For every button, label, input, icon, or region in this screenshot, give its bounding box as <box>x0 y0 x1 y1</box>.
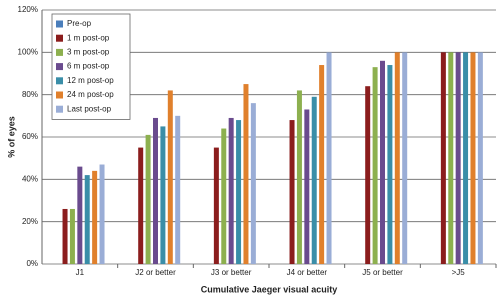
bar <box>236 120 242 264</box>
legend-label: 3 m post-op <box>67 48 110 57</box>
bar <box>470 52 476 265</box>
y-tick-label: 20% <box>22 217 38 226</box>
legend-swatch <box>56 20 63 28</box>
bar <box>387 65 393 265</box>
legend-swatch <box>56 77 63 85</box>
bar <box>145 134 151 264</box>
bar <box>455 52 461 265</box>
x-tick-label: >J5 <box>452 268 466 277</box>
bar <box>477 52 483 265</box>
bar <box>319 65 325 265</box>
bar <box>326 52 332 265</box>
y-tick-label: 40% <box>22 174 38 183</box>
bar <box>77 166 83 264</box>
bar <box>243 84 249 264</box>
bar <box>153 117 158 264</box>
bar <box>394 52 400 265</box>
legend-box <box>51 13 131 120</box>
legend-label: 24 m post-op <box>67 90 114 99</box>
bar <box>228 117 234 264</box>
x-tick-label: J1 <box>76 268 85 277</box>
legend-label: 6 m post-op <box>67 62 110 71</box>
legend-label: Last post-op <box>67 104 112 113</box>
bar <box>69 208 75 264</box>
x-tick-label: J5 or better <box>362 268 403 277</box>
bar <box>440 52 446 265</box>
y-tick-label: 60% <box>22 132 38 141</box>
bar <box>138 147 144 264</box>
bar <box>402 52 408 265</box>
bar <box>380 60 385 264</box>
legend-swatch <box>56 48 63 56</box>
bar <box>372 67 378 265</box>
legend-swatch <box>56 63 63 71</box>
bar <box>175 115 181 264</box>
bar <box>62 208 68 264</box>
legend-swatch <box>56 105 63 113</box>
bar <box>463 52 469 265</box>
bar <box>213 147 219 264</box>
x-axis-title: Cumulative Jaeger visual acuity <box>201 284 338 294</box>
bar <box>311 96 317 265</box>
bar <box>221 128 227 264</box>
bar <box>448 52 454 265</box>
bar <box>92 170 98 264</box>
x-tick-label: J2 or better <box>135 268 176 277</box>
legend-label: Pre-op <box>67 19 92 28</box>
bar <box>99 164 105 264</box>
legend-label: 12 m post-op <box>67 76 114 85</box>
y-tick-label: 120% <box>18 5 38 14</box>
bar <box>304 109 310 264</box>
bar <box>167 90 173 264</box>
legend-swatch <box>56 91 63 99</box>
bar <box>250 103 256 264</box>
y-axis-title: % of eyes <box>6 116 16 158</box>
y-tick-label: 0% <box>26 259 38 268</box>
x-tick-label: J4 or better <box>287 268 328 277</box>
bar <box>160 126 166 265</box>
bar <box>84 175 90 264</box>
y-tick-label: 80% <box>22 90 38 99</box>
bar <box>296 90 302 264</box>
y-tick-label: 100% <box>18 47 38 56</box>
legend-label: 1 m post-op <box>67 33 110 42</box>
legend-swatch <box>56 34 63 42</box>
x-tick-label: J3 or better <box>211 268 252 277</box>
bar <box>289 120 295 264</box>
bar <box>365 86 371 264</box>
